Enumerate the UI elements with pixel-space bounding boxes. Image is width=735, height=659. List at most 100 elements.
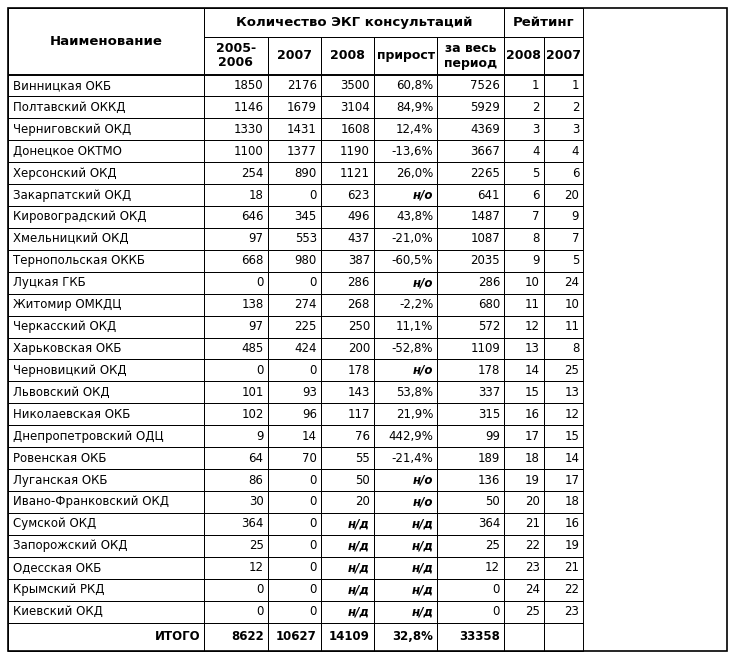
Bar (268, 162, 320, 184)
Bar (437, 36, 504, 74)
Bar (504, 162, 544, 184)
Bar (204, 579, 268, 600)
Bar (437, 535, 504, 557)
Text: 1146: 1146 (234, 101, 264, 114)
Text: 136: 136 (478, 474, 500, 486)
Text: Черновицкий ОКД: Черновицкий ОКД (13, 364, 126, 377)
Text: 424: 424 (294, 342, 317, 355)
Text: 60,8%: 60,8% (396, 79, 433, 92)
Bar (8, 96, 204, 119)
Bar (374, 184, 437, 206)
Bar (320, 316, 374, 337)
Text: 1330: 1330 (234, 123, 264, 136)
Bar (268, 403, 320, 425)
Bar (544, 557, 583, 579)
Bar (320, 294, 374, 316)
Bar (504, 140, 544, 162)
Bar (544, 206, 583, 228)
Text: 572: 572 (478, 320, 500, 333)
Text: -60,5%: -60,5% (392, 254, 433, 268)
Bar (544, 162, 583, 184)
Bar (320, 337, 374, 359)
Text: 7526: 7526 (470, 79, 500, 92)
Bar (437, 294, 504, 316)
Text: 268: 268 (348, 298, 370, 311)
Bar (320, 382, 374, 403)
Bar (437, 491, 504, 513)
Bar (204, 184, 268, 206)
Bar (8, 119, 204, 140)
Bar (8, 469, 204, 491)
Bar (204, 403, 268, 425)
Bar (204, 74, 268, 96)
Text: 0: 0 (309, 474, 317, 486)
Bar (504, 557, 544, 579)
Text: 553: 553 (295, 233, 317, 245)
Bar (544, 469, 583, 491)
Text: 11: 11 (564, 320, 579, 333)
Text: 364: 364 (478, 517, 500, 530)
Text: 15: 15 (564, 430, 579, 443)
Text: 101: 101 (241, 386, 264, 399)
Text: 0: 0 (309, 364, 317, 377)
Bar (544, 579, 583, 600)
Text: н/д: н/д (348, 583, 370, 596)
Bar (8, 162, 204, 184)
Text: 1608: 1608 (340, 123, 370, 136)
Text: 0: 0 (257, 276, 264, 289)
Bar (8, 272, 204, 294)
Bar (8, 382, 204, 403)
Bar (374, 382, 437, 403)
Text: Полтавский ОККД: Полтавский ОККД (13, 101, 126, 114)
Text: Закарпатский ОКД: Закарпатский ОКД (13, 188, 132, 202)
Bar (544, 447, 583, 469)
Bar (320, 250, 374, 272)
Text: н/д: н/д (348, 605, 370, 618)
Text: 25: 25 (564, 364, 579, 377)
Text: 250: 250 (348, 320, 370, 333)
Text: 10: 10 (525, 276, 539, 289)
Bar (268, 294, 320, 316)
Text: 22: 22 (525, 539, 539, 552)
Bar (374, 119, 437, 140)
Bar (8, 184, 204, 206)
Bar (8, 425, 204, 447)
Bar (320, 74, 374, 96)
Text: 5: 5 (572, 254, 579, 268)
Text: 0: 0 (309, 517, 317, 530)
Text: 3: 3 (532, 123, 539, 136)
Bar (437, 382, 504, 403)
Bar (374, 250, 437, 272)
Bar (437, 337, 504, 359)
Text: -13,6%: -13,6% (392, 145, 433, 158)
Bar (374, 491, 437, 513)
Bar (544, 337, 583, 359)
Bar (204, 206, 268, 228)
Text: н/о: н/о (413, 188, 433, 202)
Text: 99: 99 (485, 430, 500, 443)
Text: 20: 20 (564, 188, 579, 202)
Bar (544, 74, 583, 96)
Text: 20: 20 (355, 496, 370, 509)
Bar (544, 119, 583, 140)
Text: 2035: 2035 (470, 254, 500, 268)
Bar (268, 535, 320, 557)
Text: 1121: 1121 (340, 167, 370, 180)
Text: 70: 70 (302, 451, 317, 465)
Text: 1: 1 (532, 79, 539, 92)
Bar (320, 447, 374, 469)
Text: 25: 25 (248, 539, 264, 552)
Bar (320, 600, 374, 623)
Text: 0: 0 (492, 605, 500, 618)
Text: 14: 14 (525, 364, 539, 377)
Text: 0: 0 (492, 583, 500, 596)
Bar (204, 228, 268, 250)
Bar (437, 184, 504, 206)
Text: 315: 315 (478, 408, 500, 420)
Bar (374, 337, 437, 359)
Bar (204, 96, 268, 119)
Text: 274: 274 (294, 298, 317, 311)
Text: 286: 286 (478, 276, 500, 289)
Text: 19: 19 (525, 474, 539, 486)
Bar (374, 469, 437, 491)
